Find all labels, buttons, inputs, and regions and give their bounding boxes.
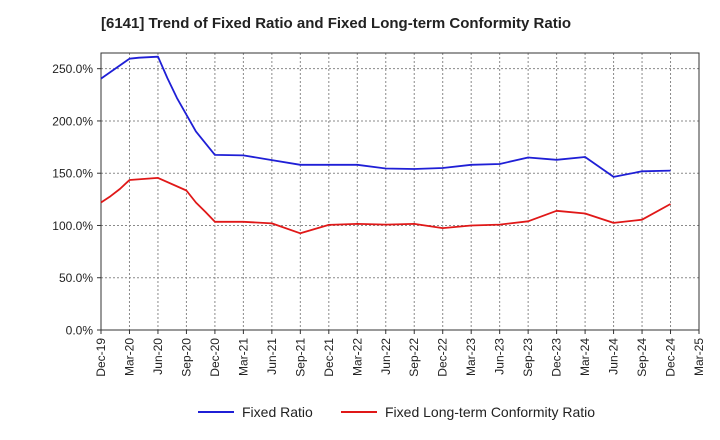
x-tick-label: Jun-20 [151,338,165,375]
x-tick-label: Dec-23 [550,338,564,377]
series-lines [100,55,671,235]
y-tick-label: 100.0% [52,219,93,233]
x-tick-label: Mar-22 [350,338,364,376]
x-tick-label: Mar-20 [122,338,136,376]
y-tick-label: 50.0% [59,271,93,285]
x-tick-label: Dec-20 [208,338,222,377]
legend-item-fixed-ratio: Fixed Ratio [198,404,313,420]
x-tick-label: Mar-23 [464,338,478,376]
axes [97,52,700,334]
chart-title: [6141] Trend of Fixed Ratio and Fixed Lo… [101,15,572,32]
plot-border [100,52,700,331]
y-tick-label: 150.0% [52,167,93,181]
gridlines [100,53,700,331]
x-tick-label: Sep-20 [179,338,193,377]
legend-label-fixed-long-term-conformity-ratio: Fixed Long-term Conformity Ratio [385,404,596,420]
legend-swatch-fixed-long-term-conformity-ratio [341,411,377,413]
y-tick-label: 200.0% [52,114,93,128]
legend-label-fixed-ratio: Fixed Ratio [242,404,313,420]
x-tick-label: Dec-24 [664,338,678,377]
x-tick-label: Sep-21 [293,338,307,377]
x-tick-label: Jun-21 [265,338,279,375]
x-tick-label: Mar-21 [236,338,250,376]
x-tick-label: Jun-22 [379,338,393,375]
y-tick-label: 0.0% [66,324,94,338]
legend-swatch-fixed-ratio [198,411,234,413]
x-tick-label: Mar-24 [578,338,592,376]
x-tick-label: Sep-22 [407,338,421,377]
y-tick-label: 250.0% [52,62,93,76]
plot-background [101,53,699,330]
x-tick-label: Mar-25 [692,338,706,376]
x-tick-label: Dec-19 [94,338,108,377]
x-tick-label: Jun-24 [607,338,621,375]
x-tick-label: Dec-21 [322,338,336,377]
series-line-fixed-long-term-conformity-ratio [100,176,671,235]
series-line-fixed-ratio [100,55,671,178]
legend-item-fixed-long-term-conformity-ratio: Fixed Long-term Conformity Ratio [341,404,595,420]
legend: Fixed Ratio Fixed Long-term Conformity R… [0,404,720,424]
x-tick-label: Jun-23 [493,338,507,375]
tick-labels: Dec-19 Mar-20 Jun-20 Sep-20 Dec-20 Mar-21 Jun-… [52,62,706,377]
x-tick-label: Sep-24 [635,338,649,377]
x-tick-label: Sep-23 [521,338,535,377]
x-tick-label: Dec-22 [436,338,450,377]
